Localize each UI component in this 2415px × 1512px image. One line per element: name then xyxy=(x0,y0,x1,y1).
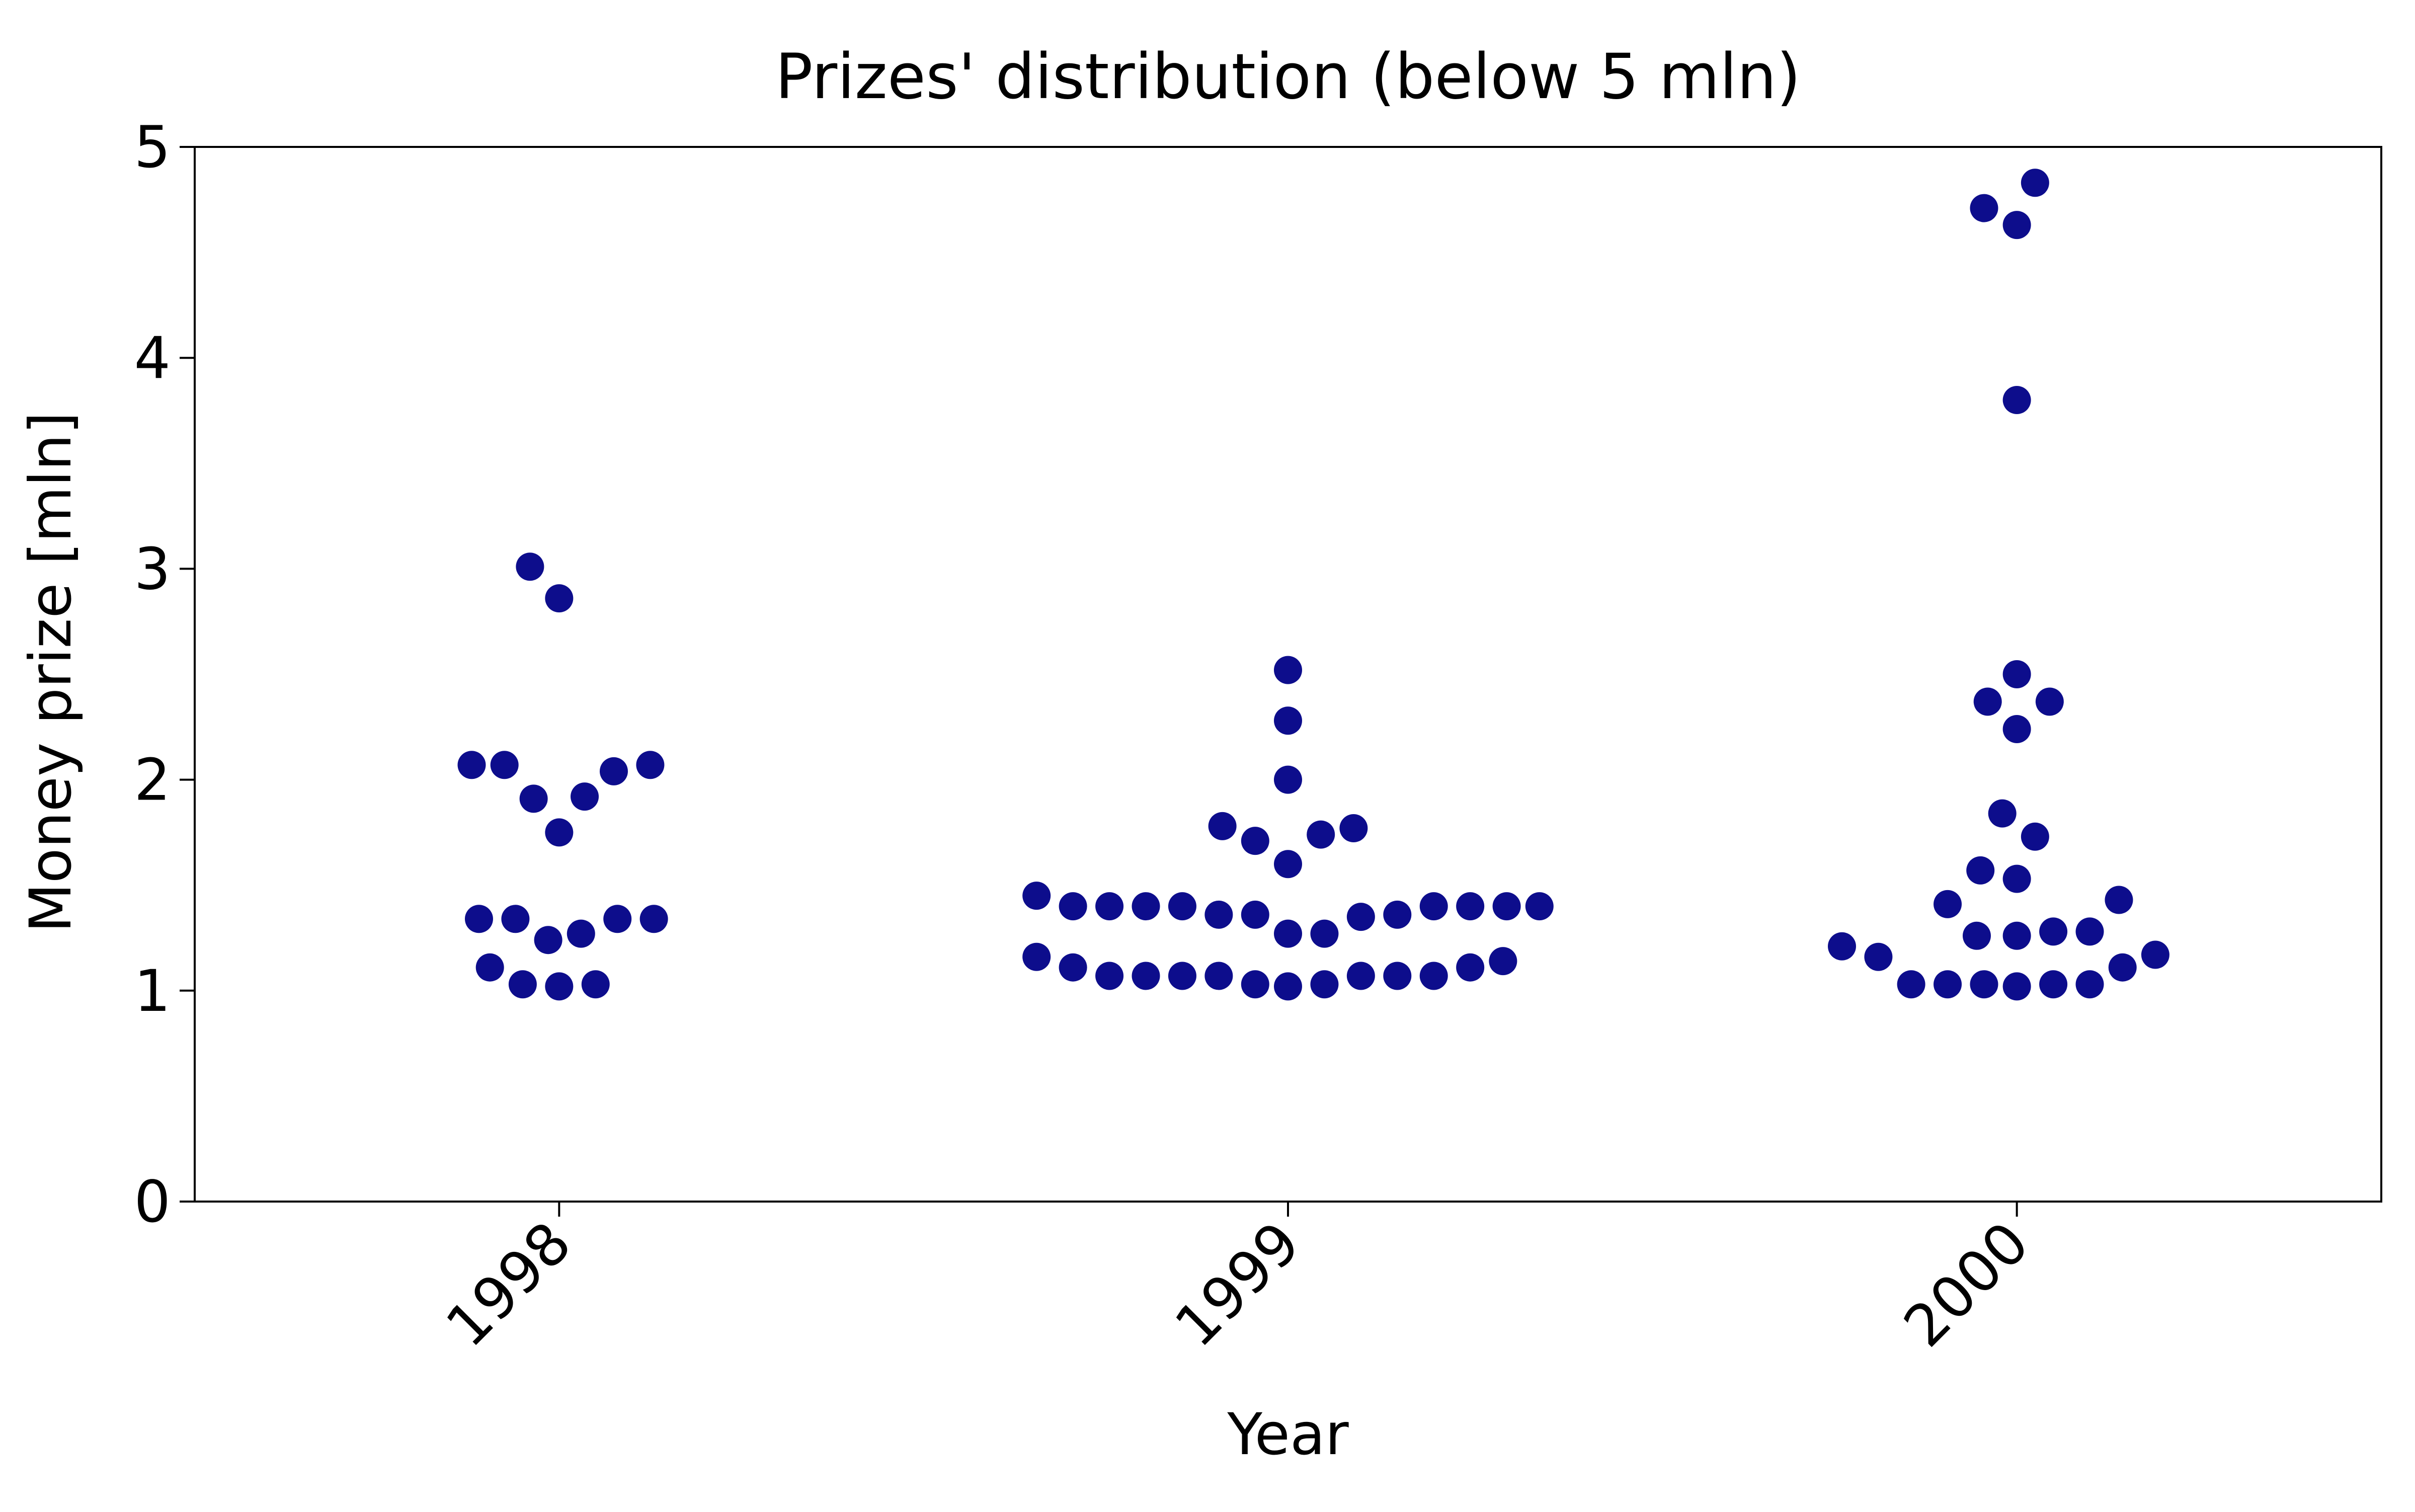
data-point-2000 xyxy=(1934,890,1962,918)
data-point-2000 xyxy=(1864,942,1893,971)
data-point-1999 xyxy=(1339,814,1368,843)
data-point-1998 xyxy=(599,757,628,785)
data-point-1999 xyxy=(1383,962,1412,990)
data-point-1999 xyxy=(1095,892,1124,921)
data-point-2000 xyxy=(2002,386,2031,415)
data-point-1998 xyxy=(567,919,595,948)
data-point-2000 xyxy=(2002,660,2031,688)
y-tick-label: 1 xyxy=(134,958,171,1024)
data-point-2000 xyxy=(1827,932,1856,961)
data-point-1998 xyxy=(571,782,599,811)
data-point-2000 xyxy=(2141,940,2169,969)
data-point-1999 xyxy=(1168,892,1196,921)
data-point-1998 xyxy=(636,751,665,779)
data-point-2000 xyxy=(2039,917,2068,946)
chart-title: Prizes' distribution (below 5 mln) xyxy=(775,41,1801,113)
y-axis-ticks: 0 1 2 3 4 5 xyxy=(134,114,195,1235)
data-point-2000 xyxy=(2105,886,2133,914)
data-point-1999 xyxy=(1525,892,1554,921)
y-tick-label: 2 xyxy=(134,747,171,814)
data-point-1998 xyxy=(545,972,574,1001)
data-point-2000 xyxy=(1934,970,1962,999)
data-point-1999 xyxy=(1208,812,1237,840)
data-point-2000 xyxy=(2002,211,2031,240)
data-point-2000 xyxy=(1973,687,2002,716)
y-tick-label: 0 xyxy=(134,1168,171,1235)
data-point-1998 xyxy=(534,926,562,954)
data-point-2000 xyxy=(2035,687,2064,716)
data-point-1999 xyxy=(1274,972,1302,1001)
data-point-1999 xyxy=(1059,892,1087,921)
x-axis-label: Year xyxy=(1227,1401,1348,1468)
data-point-2000 xyxy=(1966,856,1995,885)
data-point-1999 xyxy=(1346,903,1375,931)
data-point-1999 xyxy=(1456,953,1485,982)
data-point-1998 xyxy=(603,905,632,933)
data-point-2000 xyxy=(2039,970,2068,999)
data-point-1999 xyxy=(1168,962,1196,990)
data-point-2000 xyxy=(2075,970,2104,999)
data-point-1999 xyxy=(1241,970,1269,999)
y-axis-label: Money prize [mln] xyxy=(17,412,84,932)
data-point-2000 xyxy=(1970,970,1998,999)
data-point-1999 xyxy=(1132,962,1160,990)
data-point-1999 xyxy=(1346,962,1375,990)
data-point-1998 xyxy=(464,905,493,933)
data-point-1999 xyxy=(1095,962,1124,990)
data-point-1999 xyxy=(1022,942,1051,971)
data-point-1998 xyxy=(545,584,574,613)
data-point-1999 xyxy=(1274,850,1302,879)
data-point-1999 xyxy=(1383,900,1412,929)
data-point-1998 xyxy=(475,953,504,982)
data-point-1998 xyxy=(639,905,668,933)
plot-frame xyxy=(194,146,2382,1203)
y-tick-label: 5 xyxy=(134,114,171,181)
y-tick-label: 3 xyxy=(134,535,171,602)
data-point-2000 xyxy=(1988,799,2017,828)
data-point-1999 xyxy=(1419,962,1448,990)
data-point-2000 xyxy=(2021,169,2049,197)
data-point-2000 xyxy=(2021,822,2049,851)
data-point-1999 xyxy=(1274,656,1302,684)
data-point-1999 xyxy=(1204,962,1233,990)
data-point-1999 xyxy=(1204,900,1233,929)
y-tick-label: 4 xyxy=(134,325,171,391)
data-point-2000 xyxy=(2108,953,2137,982)
data-point-1999 xyxy=(1307,820,1335,849)
data-point-1999 xyxy=(1241,827,1269,855)
data-point-1999 xyxy=(1456,892,1485,921)
data-point-1999 xyxy=(1274,765,1302,794)
data-point-2000 xyxy=(2002,714,2031,743)
data-point-1999 xyxy=(1241,900,1269,929)
data-point-1998 xyxy=(516,552,544,581)
data-points xyxy=(457,169,2169,1001)
data-point-1999 xyxy=(1132,892,1160,921)
data-point-1999 xyxy=(1274,919,1302,948)
data-point-2000 xyxy=(1962,921,1991,950)
data-point-2000 xyxy=(2002,864,2031,893)
data-point-1998 xyxy=(508,970,537,999)
data-point-1999 xyxy=(1022,882,1051,910)
data-point-1999 xyxy=(1059,953,1087,982)
data-point-1998 xyxy=(490,751,519,779)
data-point-1998 xyxy=(501,905,530,933)
data-point-2000 xyxy=(1897,970,1925,999)
data-point-2000 xyxy=(2002,921,2031,950)
data-point-1999 xyxy=(1492,892,1521,921)
data-point-1999 xyxy=(1310,919,1339,948)
data-point-1999 xyxy=(1489,947,1517,976)
data-point-2000 xyxy=(1970,194,1998,222)
data-point-1998 xyxy=(581,970,610,999)
data-point-1999 xyxy=(1310,970,1339,999)
data-point-1999 xyxy=(1274,706,1302,735)
data-point-2000 xyxy=(2075,917,2104,946)
data-point-1998 xyxy=(545,818,574,847)
data-point-2000 xyxy=(2002,972,2031,1001)
data-point-1998 xyxy=(457,751,486,779)
data-point-1999 xyxy=(1419,892,1448,921)
data-point-1998 xyxy=(519,784,548,813)
